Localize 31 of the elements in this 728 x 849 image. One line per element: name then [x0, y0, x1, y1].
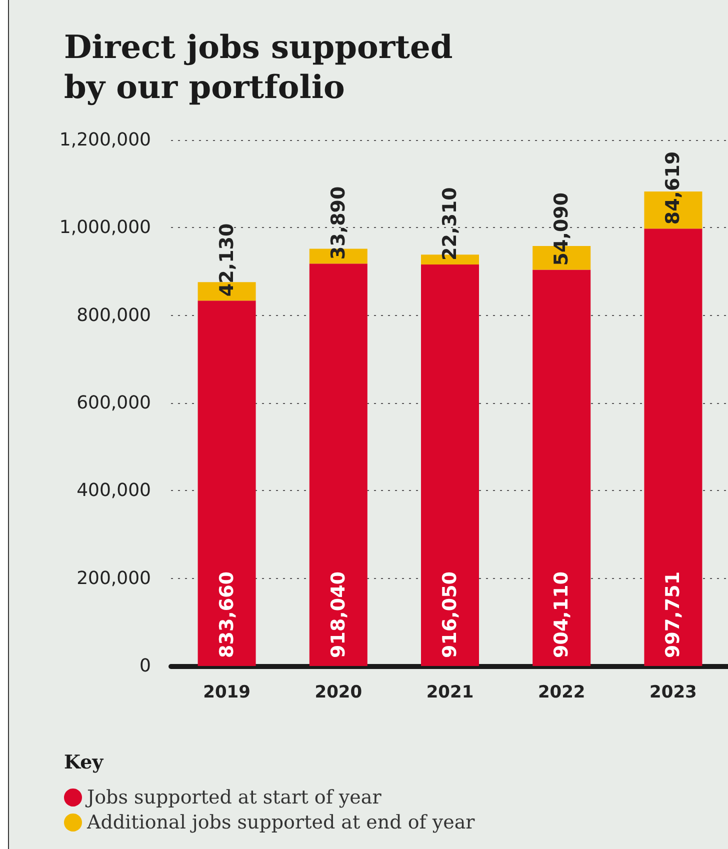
y-tick-label: 600,000 [76, 392, 151, 414]
data-label: 33,890 [327, 186, 350, 260]
data-label: 42,130 [216, 223, 238, 297]
data-label: 918,040 [327, 571, 350, 658]
x-tick-label: 2020 [314, 682, 362, 702]
x-tick-label: 2022 [538, 682, 586, 702]
data-label: 916,050 [439, 571, 461, 658]
data-label: 22,310 [439, 187, 461, 260]
x-tick-label: 2021 [426, 682, 474, 702]
y-tick-label: 1,200,000 [59, 130, 151, 150]
legend-label: Jobs supported at start of year [85, 786, 382, 808]
data-label: 997,751 [662, 571, 684, 658]
bar [198, 300, 256, 666]
y-tick-label: 0 [140, 656, 151, 676]
data-label: 904,110 [550, 571, 573, 658]
bar [532, 270, 591, 666]
bar [421, 264, 479, 666]
legend-title: Key [64, 752, 104, 774]
data-label: 833,660 [216, 571, 238, 658]
chart-title: Direct jobs supported by our portfolio [64, 28, 453, 106]
x-tick-label: 2019 [203, 682, 250, 702]
legend-label: Additional jobs supported at end of year [86, 812, 476, 834]
y-tick-label: 200,000 [76, 568, 151, 589]
y-tick-label: 800,000 [76, 304, 151, 326]
bar [644, 228, 702, 666]
bar [309, 264, 368, 666]
y-tick-label: 1,000,000 [59, 217, 151, 238]
y-tick-label: 400,000 [76, 480, 151, 502]
data-label: 54,090 [550, 192, 573, 266]
x-tick-label: 2023 [650, 682, 697, 702]
data-label: 84,619 [662, 151, 684, 225]
